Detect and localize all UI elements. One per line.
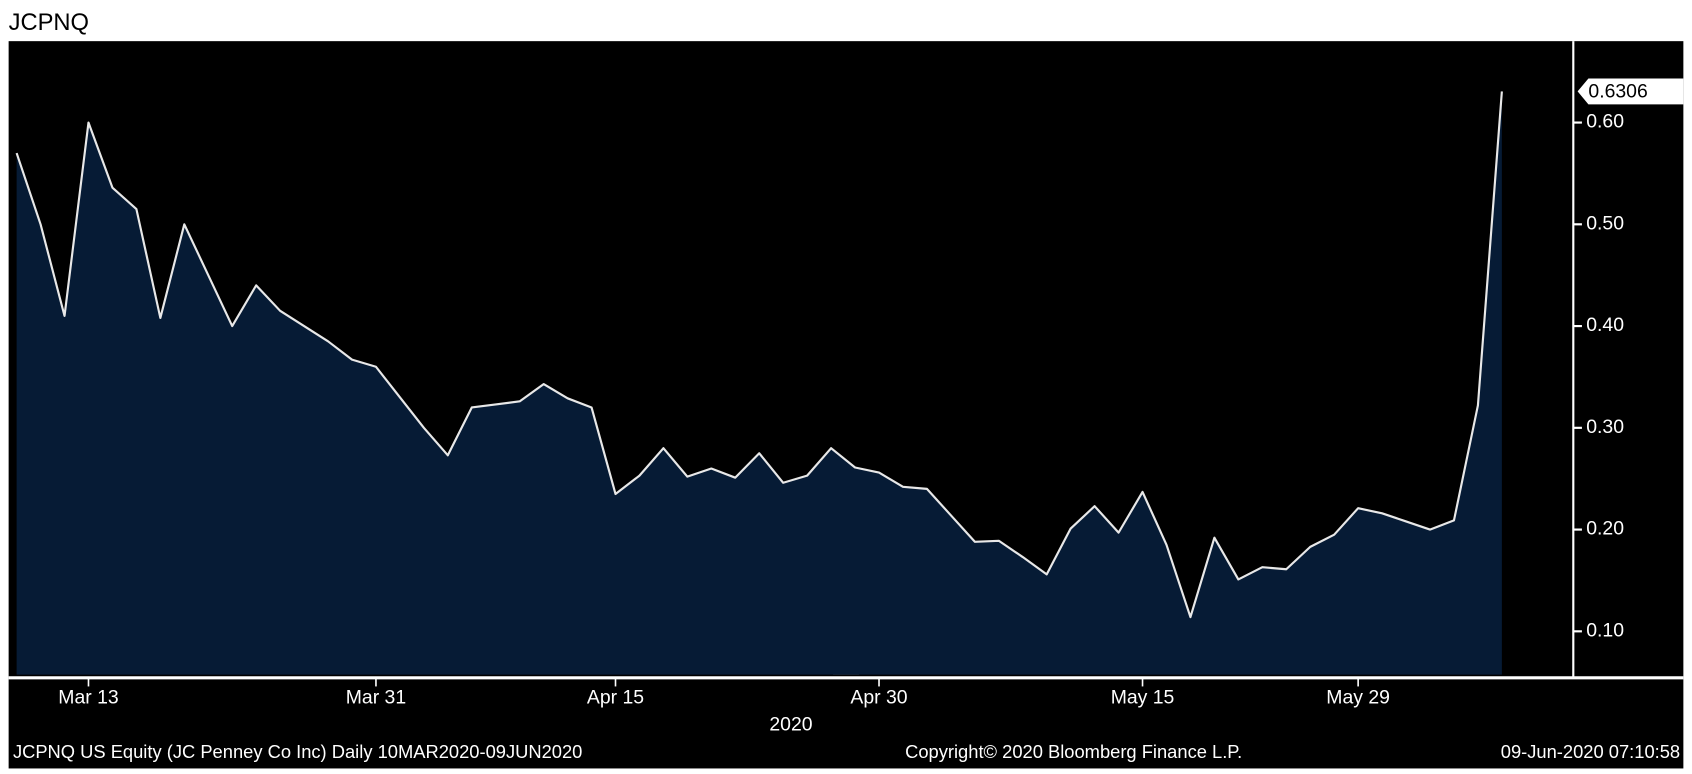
y-tick-label: 0.10: [1586, 619, 1624, 641]
area: [16, 91, 1502, 675]
x-tick-label: Mar 31: [346, 686, 406, 708]
line: [15, 91, 1503, 619]
x-tick-label: Apr 15: [587, 686, 644, 708]
x-tick-label: May 15: [1111, 686, 1175, 708]
footer-center: Copyright© 2020 Bloomberg Finance L.P.: [905, 741, 1242, 762]
y-tick-label: 0.40: [1586, 314, 1624, 336]
x-tick-label: Apr 30: [850, 686, 907, 708]
x-tick-label: May 29: [1326, 686, 1390, 708]
last-value-label: 0.6306: [1588, 81, 1647, 103]
last-value-box: [1577, 78, 1684, 105]
chart-title: JCPNQ: [9, 10, 89, 36]
y-tick-label: 0.30: [1586, 416, 1624, 438]
footer-left: JCPNQ US Equity (JC Penney Co Inc) Daily…: [13, 741, 582, 762]
y-tick-label: 0.20: [1586, 518, 1624, 540]
y-tick-label: 0.60: [1586, 111, 1624, 133]
x-axis-label: 2020: [769, 713, 812, 735]
x-tick-label: Mar 13: [58, 686, 118, 708]
y-tick-label: 0.50: [1586, 212, 1624, 234]
footer-right: 09-Jun-2020 07:10:58: [1501, 741, 1680, 762]
